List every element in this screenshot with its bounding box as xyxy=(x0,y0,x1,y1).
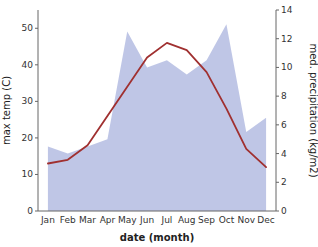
x-tick-label: Apr xyxy=(100,215,116,225)
y2-tick xyxy=(276,38,279,39)
y2-tick-label: 14 xyxy=(281,5,293,15)
y2-tick-label: 0 xyxy=(281,206,287,216)
y2-tick xyxy=(276,153,279,154)
y-tick xyxy=(35,101,38,102)
y2-tick-label: 12 xyxy=(281,34,292,44)
y-tick-label: 40 xyxy=(22,60,34,70)
x-tick-label: May xyxy=(118,215,137,225)
y2-tick-label: 4 xyxy=(281,149,287,159)
y2-tick xyxy=(276,10,279,11)
y2-tick xyxy=(276,211,279,212)
precip-area xyxy=(48,24,266,211)
x-axis-line xyxy=(38,211,276,212)
x-tick-label: Jul xyxy=(160,215,172,225)
y-tick-label: 0 xyxy=(27,206,33,216)
y2-tick xyxy=(276,67,279,68)
y2-axis-line xyxy=(276,10,277,211)
x-tick-label: Aug xyxy=(178,215,196,225)
y2-tick-label: 6 xyxy=(281,120,287,130)
y-tick-label: 30 xyxy=(22,96,34,106)
y-tick-label: 10 xyxy=(22,169,34,179)
plot-area xyxy=(48,24,266,211)
y2-tick-label: 8 xyxy=(281,91,287,101)
y-axis-line xyxy=(38,10,39,211)
y2-tick-label: 2 xyxy=(281,177,287,187)
x-tick-label: Feb xyxy=(60,215,76,225)
chart: 0 10 20 30 40 50 0 2 4 6 8 10 12 14 Jan FebMar AprMayJun… xyxy=(0,0,318,247)
y-tick xyxy=(35,211,38,212)
y-tick xyxy=(35,64,38,65)
x-tick-label: Jun xyxy=(139,215,154,225)
x-tick-label: Sep xyxy=(198,215,215,225)
temp-line xyxy=(48,43,266,167)
x-tick-label: Nov xyxy=(237,215,255,225)
y-tick xyxy=(35,137,38,138)
x-axis-label: date (month) xyxy=(120,232,194,243)
y2-axis-label: med. precipitation (kg/m2) xyxy=(308,43,318,177)
x-tick-label: Jan xyxy=(40,215,55,225)
y-axis-label: max temp (C) xyxy=(1,76,12,145)
y2-tick xyxy=(276,182,279,183)
y-tick xyxy=(35,28,38,29)
y2-tick xyxy=(276,124,279,125)
x-tick-label: Dec xyxy=(257,215,274,225)
y-tick-label: 50 xyxy=(22,23,34,33)
y-tick-label: 20 xyxy=(22,133,34,143)
y2-tick-label: 10 xyxy=(281,62,293,72)
x-tick-label: Mar xyxy=(79,215,96,225)
y-tick xyxy=(35,174,38,175)
chart-container: 0 10 20 30 40 50 0 2 4 6 8 10 12 14 Jan FebMar AprMayJun… xyxy=(0,0,318,247)
x-tick-label: Oct xyxy=(219,215,235,225)
y2-tick xyxy=(276,96,279,97)
